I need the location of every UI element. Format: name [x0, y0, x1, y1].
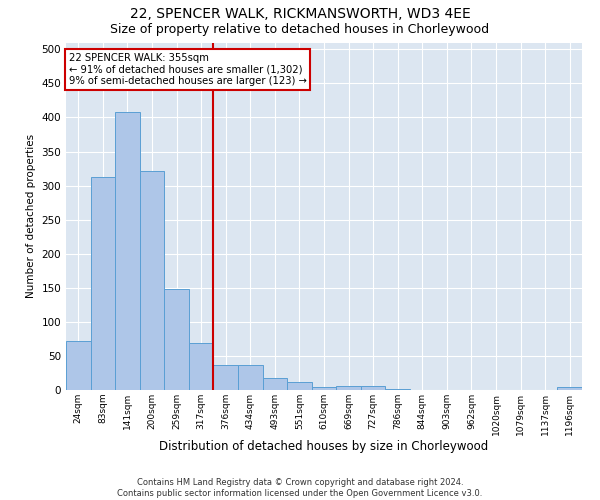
Text: Contains HM Land Registry data © Crown copyright and database right 2024.
Contai: Contains HM Land Registry data © Crown c…	[118, 478, 482, 498]
Bar	[385, 388, 410, 390]
Bar	[66, 341, 91, 390]
Text: 22 SPENCER WALK: 355sqm
← 91% of detached houses are smaller (1,302)
9% of semi-: 22 SPENCER WALK: 355sqm ← 91% of detache…	[68, 53, 307, 86]
Text: Size of property relative to detached houses in Chorleywood: Size of property relative to detached ho…	[110, 22, 490, 36]
Bar	[287, 382, 312, 390]
Bar	[361, 386, 385, 390]
Bar	[312, 386, 336, 390]
Bar	[189, 343, 214, 390]
Bar	[336, 386, 361, 390]
Bar	[238, 366, 263, 390]
Bar	[140, 172, 164, 390]
Bar	[557, 388, 582, 390]
Text: 22, SPENCER WALK, RICKMANSWORTH, WD3 4EE: 22, SPENCER WALK, RICKMANSWORTH, WD3 4EE	[130, 8, 470, 22]
Bar	[164, 289, 189, 390]
Bar	[115, 112, 140, 390]
Bar	[91, 178, 115, 390]
Bar	[214, 366, 238, 390]
Bar	[263, 378, 287, 390]
X-axis label: Distribution of detached houses by size in Chorleywood: Distribution of detached houses by size …	[160, 440, 488, 454]
Y-axis label: Number of detached properties: Number of detached properties	[26, 134, 36, 298]
